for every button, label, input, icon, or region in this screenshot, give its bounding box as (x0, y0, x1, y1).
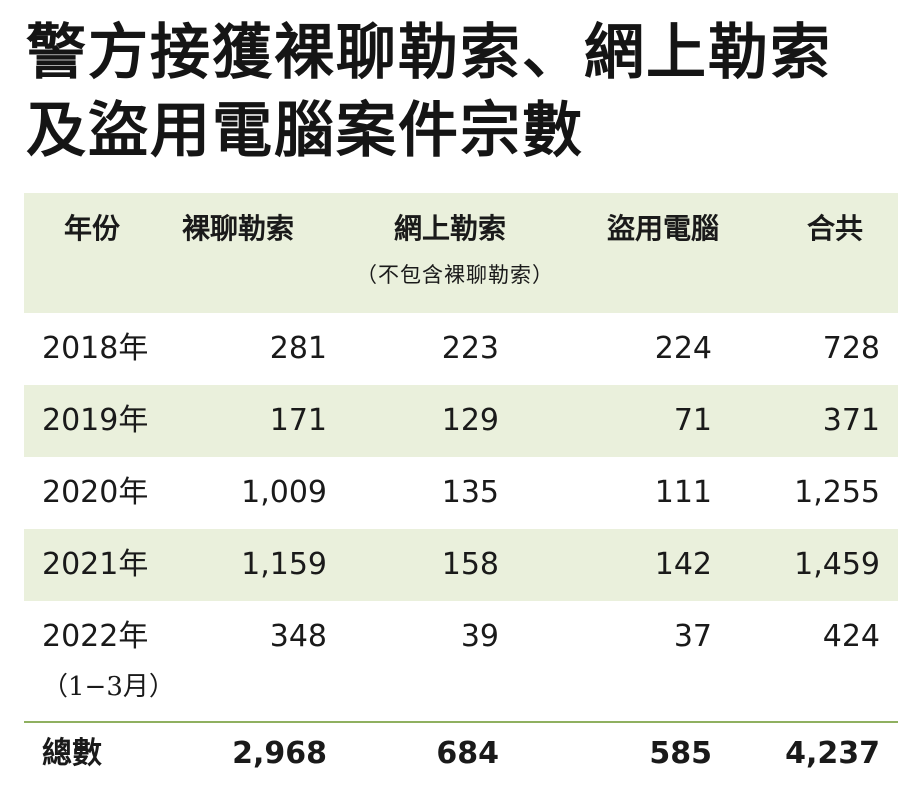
header-online-extortion-note: （不包含裸聊勒索） (356, 263, 554, 287)
naked-chat-total: 2,968 (232, 736, 327, 771)
naked-chat-cell: 1,159 (241, 547, 327, 582)
year-cell: 2020年 (42, 475, 149, 510)
total-cell: 728 (822, 331, 880, 366)
table-row: 2022年 （1−3月） 348 39 37 424 (24, 601, 898, 721)
naked-chat-cell: 1,009 (241, 475, 327, 510)
total-cell: 1,255 (794, 475, 880, 510)
header-year: 年份 (64, 212, 121, 245)
online-extortion-cell: 223 (441, 331, 499, 366)
computer-theft-cell: 71 (673, 403, 712, 438)
year-cell: 2019年 (42, 403, 149, 438)
grand-total: 4,237 (785, 736, 880, 771)
table-row: 2021年 1,159 158 142 1,459 (24, 529, 898, 601)
total-cell: 424 (822, 619, 880, 654)
year-cell: 2022年 (42, 619, 149, 654)
online-extortion-cell: 135 (441, 475, 499, 510)
online-extortion-cell: 39 (460, 619, 499, 654)
online-extortion-cell: 129 (441, 403, 499, 438)
header-online-extortion: 網上勒索 (394, 212, 507, 245)
naked-chat-cell: 171 (269, 403, 327, 438)
total-cell: 1,459 (794, 547, 880, 582)
page-title: 警方接獲裸聊勒索、網上勒索 及盜用電腦案件宗數 (26, 14, 896, 170)
computer-theft-total: 585 (649, 736, 712, 771)
table-header: 年份 裸聊勒索 網上勒索 （不包含裸聊勒索） 盜用電腦 合共 (24, 193, 898, 313)
table-row: 2018年 281 223 224 728 (24, 313, 898, 385)
computer-theft-cell: 224 (654, 331, 712, 366)
title-line-2: 及盜用電腦案件宗數 (26, 96, 584, 166)
divider (24, 721, 898, 723)
statistics-table: 年份 裸聊勒索 網上勒索 （不包含裸聊勒索） 盜用電腦 合共 2018年 281… (24, 193, 898, 785)
table-row: 2019年 171 129 71 371 (24, 385, 898, 457)
naked-chat-cell: 281 (269, 331, 327, 366)
year-note: （1−3月） (42, 672, 175, 702)
computer-theft-cell: 111 (654, 475, 712, 510)
total-cell: 371 (822, 403, 880, 438)
header-naked-chat: 裸聊勒索 (182, 212, 295, 245)
year-cell: 2021年 (42, 547, 149, 582)
header-total: 合共 (807, 212, 864, 245)
online-extortion-total: 684 (436, 736, 499, 771)
naked-chat-cell: 348 (269, 619, 327, 654)
computer-theft-cell: 142 (654, 547, 712, 582)
totals-row: 總數 2,968 684 585 4,237 (24, 723, 898, 785)
computer-theft-cell: 37 (673, 619, 712, 654)
totals-label: 總數 (42, 736, 102, 771)
year-cell: 2018年 (42, 331, 149, 366)
online-extortion-cell: 158 (441, 547, 499, 582)
title-line-1: 警方接獲裸聊勒索、網上勒索 (26, 18, 832, 88)
table-row: 2020年 1,009 135 111 1,255 (24, 457, 898, 529)
header-computer-theft: 盜用電腦 (607, 212, 720, 245)
